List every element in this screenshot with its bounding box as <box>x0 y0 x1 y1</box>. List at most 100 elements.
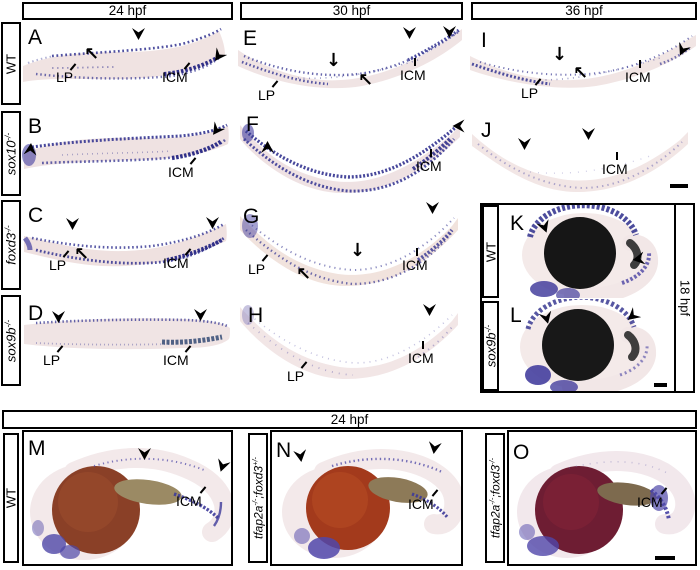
arrow-icon: ↖ <box>358 70 374 91</box>
arrow-icon: ↖ <box>296 264 312 285</box>
label-lp: LP <box>521 85 539 101</box>
panel-c: C ↖ LP ICM <box>22 200 233 290</box>
label-icm: ICM <box>408 350 434 366</box>
panel-f-embryo-image <box>240 124 460 193</box>
label-icm: ICM <box>168 164 194 180</box>
icm-pointer-line <box>422 341 424 349</box>
label-icm: ICM <box>637 494 663 510</box>
panel-j-embryo-image <box>472 132 688 192</box>
arrow-icon: ↖ <box>74 244 90 265</box>
bottom-label-tfap2a-foxd3-mut-text: tfap2a-/-;foxd3-/- <box>487 457 503 539</box>
panel-b-embryo-image <box>22 123 229 169</box>
panel-l-embryo-image <box>520 299 657 391</box>
kl-label-wt: WT <box>482 205 499 298</box>
label-icm: ICM <box>400 67 426 83</box>
label-lp: LP <box>287 368 305 384</box>
header-30hpf-label: 30 hpf <box>332 3 371 19</box>
row-label-wt: WT <box>1 22 21 105</box>
panel-k-letter: K <box>510 212 525 235</box>
panel-c-embryo-image <box>22 222 227 267</box>
label-icm: ICM <box>402 257 428 273</box>
header-24hpf-label: 24 hpf <box>108 3 147 19</box>
bottom-label-tfap2a-foxd3-het-text: tfap2a-/-;foxd3+/- <box>250 457 266 539</box>
panel-g-embryo-image <box>240 214 458 286</box>
panel-n: N ICM <box>270 430 463 566</box>
label-icm: ICM <box>163 255 189 271</box>
panel-i: I ↓ ↖ LP ICM <box>470 22 697 110</box>
icm-pointer-line <box>414 58 416 66</box>
panel-b: B ICM <box>22 111 233 196</box>
panel-a-letter: A <box>28 26 43 49</box>
icm-pointer-line <box>430 149 432 157</box>
kl-label-sox9b: sox9b-/- <box>482 301 499 391</box>
panel-n-letter: N <box>276 439 292 462</box>
panel-d-letter: D <box>28 302 44 325</box>
label-lp: LP <box>56 69 74 85</box>
bottom-label-wt-text: WT <box>3 487 19 509</box>
panel-k-embryo-image <box>522 205 659 298</box>
panel-o-embryo-image <box>517 451 695 558</box>
label-icm: ICM <box>602 161 628 177</box>
panel-e-letter: E <box>243 27 258 50</box>
panel-h: H LP ICM <box>238 295 463 386</box>
bottom-label-tfap2a-foxd3-het: tfap2a-/-;foxd3+/- <box>248 433 268 563</box>
kl-label-18hpf: 18 hpf <box>674 205 693 391</box>
label-icm: ICM <box>162 69 188 85</box>
panel-l: L <box>502 299 672 391</box>
header-bottom-24hpf: 24 hpf <box>2 410 697 429</box>
panel-m: M ICM <box>22 430 233 566</box>
panel-j-letter: J <box>481 119 492 142</box>
label-lp: LP <box>49 257 67 273</box>
panel-h-letter: H <box>248 304 264 327</box>
row-label-foxd3: foxd3-/- <box>1 200 21 290</box>
header-36hpf-label: 36 hpf <box>565 3 603 19</box>
scale-bar <box>655 556 675 560</box>
panel-n-embryo-image <box>282 449 461 559</box>
panel-b-letter: B <box>28 115 43 138</box>
icm-pointer-line <box>616 152 618 160</box>
panel-l-letter: L <box>510 304 522 327</box>
row-label-foxd3-text: foxd3-/- <box>3 225 19 265</box>
panel-m-letter: M <box>28 437 46 460</box>
arrow-icon: ↓ <box>552 44 568 65</box>
panel-h-embryo-image <box>240 305 458 379</box>
icm-pointer-line <box>639 60 641 68</box>
header-36hpf: 36 hpf <box>471 2 697 20</box>
panel-d: D LP ICM <box>22 295 233 386</box>
row-label-sox10-text: sox10-/- <box>3 132 19 175</box>
header-30hpf: 30 hpf <box>240 2 463 20</box>
icm-pointer-line <box>416 248 418 256</box>
label-icm: ICM <box>416 158 442 174</box>
panel-o: O ICM <box>507 430 697 566</box>
label-lp: LP <box>258 87 276 103</box>
panel-g: G ↓ ↖ LP ICM <box>238 200 463 290</box>
row-label-sox9b: sox9b-/- <box>1 295 21 386</box>
row-label-sox10: sox10-/- <box>1 111 21 196</box>
label-lp: LP <box>248 261 266 277</box>
panel-i-embryo-image <box>470 35 696 88</box>
kl-label-18hpf-text: 18 hpf <box>677 279 692 317</box>
label-lp: LP <box>43 352 61 368</box>
label-icm: ICM <box>625 69 651 85</box>
panel-i-letter: I <box>481 29 487 52</box>
arrow-icon: ↖ <box>84 44 100 65</box>
panel-f-letter: F <box>246 113 259 136</box>
panel-kl-box: WT sox9b-/- 18 hpf K <box>480 203 695 393</box>
panel-k: K <box>502 205 672 298</box>
label-icm: ICM <box>408 496 434 512</box>
panel-c-letter: C <box>28 204 44 227</box>
row-label-sox9b-text: sox9b-/- <box>3 319 19 362</box>
kl-label-wt-text: WT <box>483 241 498 262</box>
panel-a-embryo-image <box>23 27 225 82</box>
panel-o-letter: O <box>513 441 530 464</box>
arrow-icon: ↓ <box>326 50 342 71</box>
panel-e: E ↓ ↖ LP ICM <box>238 22 463 110</box>
arrow-icon: ↓ <box>350 240 366 261</box>
panel-d-embryo-image <box>24 318 230 350</box>
kl-label-sox9b-text: sox9b-/- <box>482 324 499 368</box>
label-icm: ICM <box>163 352 189 368</box>
label-icm: ICM <box>176 493 202 509</box>
scale-bar <box>670 184 688 188</box>
bottom-label-tfap2a-foxd3-mut: tfap2a-/-;foxd3-/- <box>485 433 505 563</box>
